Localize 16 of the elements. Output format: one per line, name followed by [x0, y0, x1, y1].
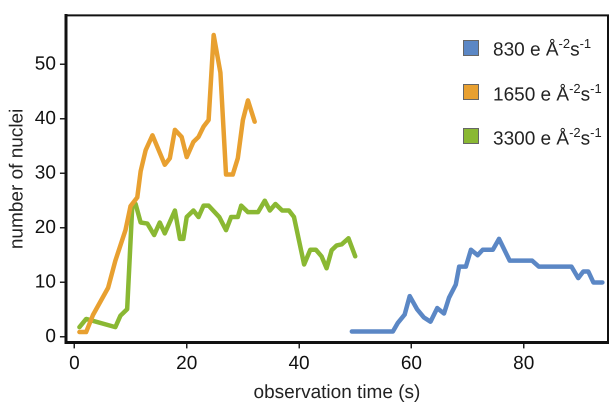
- x-axis-title: observation time (s): [254, 382, 420, 403]
- y-tick-label: 0: [45, 326, 56, 348]
- legend-label: 1650 e Å$^{-2}$s$^{-1}$: [493, 80, 602, 108]
- x-tick-label: 40: [288, 353, 310, 374]
- x-tick-label: 0: [69, 353, 80, 374]
- x-tick-label: 20: [176, 353, 198, 374]
- y-tick-label: 20: [34, 217, 56, 238]
- y-axis-title: number of nuclei: [6, 108, 28, 250]
- y-tick-label: 50: [34, 54, 56, 75]
- legend-label: 830 e Å$^{-2}$s$^{-1}$: [493, 35, 592, 63]
- y-tick-label: 10: [34, 272, 56, 293]
- y-tick-label: 40: [34, 108, 56, 130]
- x-tick-label: 60: [400, 353, 422, 374]
- legend-label: 3300 e Å$^{-2}$s$^{-1}$: [493, 124, 602, 152]
- x-tick-label: 80: [513, 353, 534, 374]
- y-tick-label: 30: [34, 162, 56, 184]
